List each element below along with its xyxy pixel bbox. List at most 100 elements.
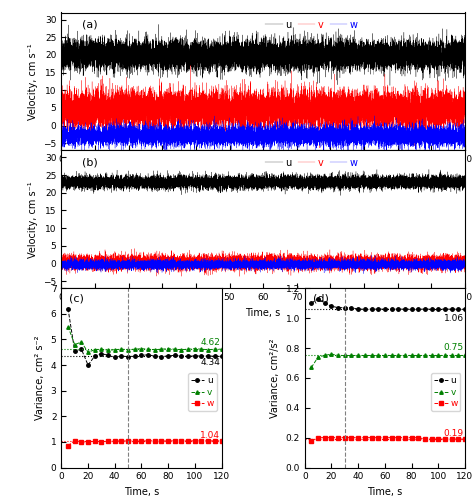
Legend: u, v, w: u, v, w — [261, 154, 362, 172]
u — [442, 306, 448, 312]
v — [145, 346, 151, 352]
w — [132, 438, 138, 444]
u — [335, 304, 341, 310]
v — [172, 346, 177, 352]
u — [382, 306, 388, 312]
u — [409, 306, 414, 312]
u — [426, 166, 432, 172]
v — [92, 346, 98, 352]
v — [349, 352, 354, 358]
w — [105, 438, 111, 444]
v — [163, 258, 169, 264]
Line: w: w — [61, 116, 465, 159]
v — [422, 352, 428, 358]
u — [205, 353, 211, 359]
v — [329, 351, 334, 357]
v — [132, 346, 138, 352]
Y-axis label: Variance, cm² s⁻²: Variance, cm² s⁻² — [35, 336, 45, 420]
w — [139, 438, 144, 444]
w — [369, 434, 374, 440]
u — [304, 60, 310, 66]
w — [118, 260, 124, 266]
w — [192, 438, 198, 444]
w — [442, 436, 448, 442]
v — [382, 352, 388, 358]
Text: (b): (b) — [82, 158, 97, 168]
u — [118, 179, 124, 185]
w — [80, 260, 85, 266]
u — [355, 306, 361, 312]
u — [118, 63, 124, 69]
v — [265, 255, 271, 261]
u — [435, 306, 441, 312]
w — [185, 438, 191, 444]
Legend: u, v, w: u, v, w — [431, 374, 460, 411]
Y-axis label: Velocity, cm s⁻¹: Velocity, cm s⁻¹ — [28, 43, 38, 120]
Line: w: w — [66, 439, 223, 448]
v — [409, 352, 414, 358]
v — [388, 352, 394, 358]
v — [212, 346, 218, 352]
v — [78, 339, 84, 345]
Line: w: w — [310, 436, 467, 442]
u — [59, 48, 64, 54]
w — [382, 434, 388, 440]
w — [409, 434, 414, 440]
u — [462, 182, 468, 188]
u — [462, 60, 468, 66]
w — [396, 434, 401, 440]
w — [361, 270, 367, 276]
v — [315, 354, 321, 360]
v — [159, 346, 164, 352]
Text: (d): (d) — [313, 294, 329, 304]
u — [199, 353, 204, 359]
w — [205, 438, 211, 444]
u — [212, 354, 218, 360]
w — [304, 264, 310, 270]
v — [355, 352, 361, 358]
w — [342, 434, 348, 440]
w — [163, 130, 169, 136]
w — [415, 434, 421, 440]
w — [219, 438, 224, 444]
w — [271, 131, 277, 137]
v — [462, 255, 468, 261]
Line: v: v — [310, 352, 467, 369]
w — [152, 438, 158, 444]
Y-axis label: Velocity, cm s⁻¹: Velocity, cm s⁻¹ — [28, 181, 38, 258]
w — [462, 436, 468, 442]
u — [429, 306, 434, 312]
w — [212, 438, 218, 444]
v — [317, 145, 322, 151]
u — [337, 192, 343, 198]
Line: v: v — [66, 325, 223, 354]
v — [449, 352, 455, 358]
v — [118, 346, 124, 352]
w — [304, 125, 310, 131]
v — [375, 352, 381, 358]
v — [402, 352, 408, 358]
u — [125, 354, 131, 360]
v — [139, 346, 144, 352]
w — [355, 434, 361, 440]
v — [462, 352, 468, 358]
v — [236, 274, 242, 280]
Line: v: v — [61, 66, 465, 148]
u — [172, 352, 177, 358]
v — [165, 346, 171, 352]
u — [159, 354, 164, 360]
u — [387, 82, 393, 88]
w — [78, 439, 84, 445]
v — [72, 342, 77, 347]
v — [205, 346, 211, 352]
u — [59, 178, 64, 184]
w — [163, 260, 169, 266]
w — [118, 438, 124, 444]
Legend: u, v, w: u, v, w — [188, 374, 217, 411]
w — [309, 438, 314, 444]
X-axis label: Time, s: Time, s — [367, 487, 403, 497]
u — [132, 353, 138, 359]
u — [271, 46, 277, 52]
w — [368, 252, 374, 258]
v — [59, 264, 64, 270]
